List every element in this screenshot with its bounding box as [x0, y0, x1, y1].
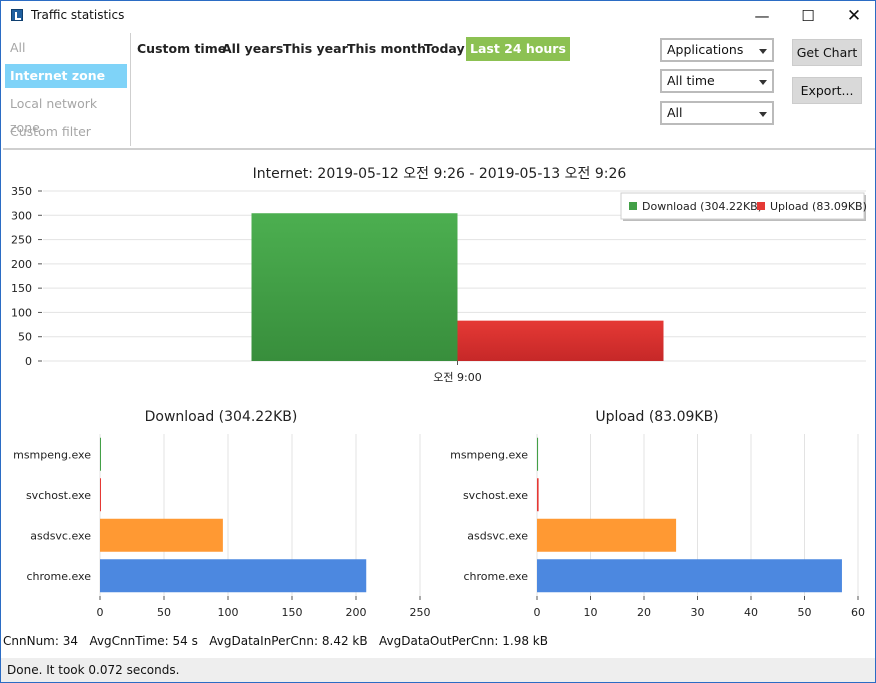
download-chart-bar-asdsvc [100, 518, 223, 552]
x-tick-label: 오전 9:00 [433, 371, 481, 384]
chart-area: Internet: 2019-05-12 오전 9:26 - 2019-05-1… [11, 166, 867, 619]
scope-select[interactable]: All [660, 101, 774, 125]
upload-chart-bar-msmpeng [537, 437, 539, 471]
category-label: asdsvc.exe [467, 529, 528, 542]
x-tick-label: 100 [218, 606, 239, 619]
legend-label-download: Download (304.22KB) [642, 200, 762, 213]
upload-chart-bar-chrome [537, 559, 842, 593]
zone-sidebar: All Internet zone Local network zone Cus… [3, 33, 131, 147]
group-by-value: Applications [667, 42, 744, 57]
chart-legend [620, 192, 865, 220]
get-chart-button[interactable]: Get Chart [792, 39, 862, 66]
category-label: chrome.exe [463, 570, 528, 583]
sidebar-divider [130, 33, 131, 146]
x-tick-label: 30 [691, 606, 705, 619]
legend-label-upload: Upload (83.09KB) [770, 200, 867, 213]
sidebar-item-internet-zone[interactable]: Internet zone [5, 64, 127, 88]
tab-this-year[interactable]: This year [283, 41, 348, 56]
tab-last-24-hours[interactable]: Last 24 hours [466, 37, 570, 61]
scope-value: All [667, 105, 683, 120]
x-tick-label: 0 [534, 606, 541, 619]
chevron-down-icon [759, 49, 767, 54]
legend-swatch-download [629, 202, 637, 210]
status-text: Done. It took 0.072 seconds. [7, 663, 180, 677]
download-chart-bar-msmpeng [100, 437, 101, 471]
window-title: Traffic statistics [31, 8, 125, 22]
x-tick-label: 0 [97, 606, 104, 619]
connection-stats: CnnNum: 34 AvgCnnTime: 54 s AvgDataInPer… [3, 634, 548, 648]
y-tick-label: 300 [11, 209, 32, 222]
x-tick-label: 50 [157, 606, 171, 619]
download-chart-bar-chrome [100, 559, 367, 593]
category-label: msmpeng.exe [450, 448, 528, 461]
x-tick-label: 20 [637, 606, 651, 619]
x-tick-label: 50 [798, 606, 812, 619]
stat-avg-data-out: AvgDataOutPerCnn: 1.98 kB [379, 634, 548, 648]
y-tick-label: 250 [11, 234, 32, 247]
stat-avg-cnn-time: AvgCnnTime: 54 s [89, 634, 198, 648]
category-label: svchost.exe [463, 489, 528, 502]
chart-title: Internet: 2019-05-12 오전 9:26 - 2019-05-1… [253, 166, 627, 182]
toolbar-separator [3, 148, 875, 150]
y-tick-label: 150 [11, 282, 32, 295]
status-bar: Done. It took 0.072 seconds. [1, 658, 875, 682]
close-button[interactable]: ✕ [846, 6, 862, 26]
chevron-down-icon [759, 112, 767, 117]
category-label: asdsvc.exe [30, 529, 91, 542]
bar-download [251, 213, 458, 361]
category-label: msmpeng.exe [13, 448, 91, 461]
group-by-select[interactable]: Applications [660, 38, 774, 62]
range-value: All time [667, 73, 715, 88]
minimize-button[interactable]: — [754, 7, 770, 25]
sidebar-item-all[interactable]: All [10, 40, 26, 55]
chevron-down-icon [759, 80, 767, 85]
range-select[interactable]: All time [660, 69, 774, 93]
tab-all-years[interactable]: All years [222, 41, 284, 56]
maximize-button[interactable]: ☐ [801, 7, 815, 25]
tab-custom-time[interactable]: Custom time [137, 41, 227, 56]
x-tick-label: 200 [346, 606, 367, 619]
sidebar-item-local-network-zone[interactable]: Local network zone [10, 96, 98, 135]
upload-chart-title: Upload (83.09KB) [595, 409, 718, 425]
y-tick-label: 100 [11, 306, 32, 319]
stat-avg-data-in: AvgDataInPerCnn: 8.42 kB [209, 634, 368, 648]
sidebar-item-custom-filter[interactable]: Custom filter [10, 124, 91, 139]
stat-cnn-num: CnnNum: 34 [3, 634, 78, 648]
category-label: svchost.exe [26, 489, 91, 502]
tab-today[interactable]: Today [424, 41, 465, 56]
title-bar[interactable]: Traffic statistics — ☐ ✕ [1, 1, 875, 31]
download-chart-bar-svchost [100, 478, 101, 512]
upload-chart-bar-svchost [537, 478, 539, 512]
x-tick-label: 10 [584, 606, 598, 619]
y-tick-label: 350 [11, 185, 32, 198]
legend-swatch-upload [757, 202, 765, 210]
y-tick-label: 200 [11, 258, 32, 271]
x-tick-label: 60 [851, 606, 865, 619]
bar-upload [457, 320, 664, 361]
y-tick-label: 0 [25, 355, 32, 368]
x-tick-label: 150 [282, 606, 303, 619]
export-button[interactable]: Export... [792, 77, 862, 104]
category-label: chrome.exe [26, 570, 91, 583]
x-tick-label: 250 [410, 606, 431, 619]
download-chart-title: Download (304.22KB) [145, 409, 298, 425]
tab-this-month[interactable]: This month [347, 41, 426, 56]
upload-chart-bar-asdsvc [537, 518, 677, 552]
y-tick-label: 50 [18, 331, 32, 344]
x-tick-label: 40 [744, 606, 758, 619]
app-icon [11, 9, 23, 21]
